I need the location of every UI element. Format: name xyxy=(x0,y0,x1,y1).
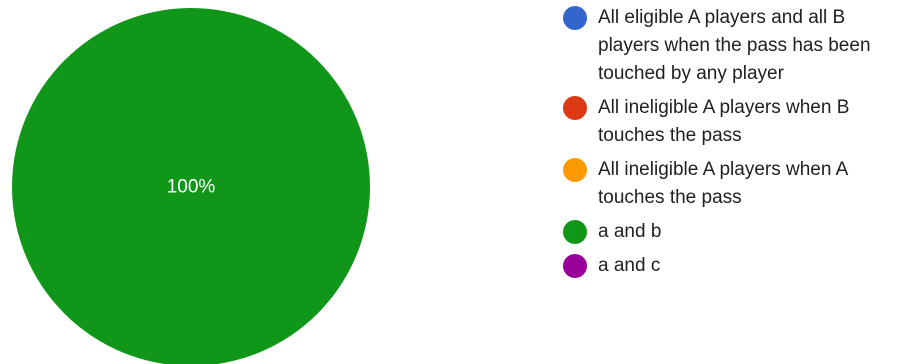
pie-plot-area: 100% xyxy=(12,8,370,364)
legend-item-1[interactable]: All ineligible A players when B touches … xyxy=(563,94,913,150)
legend-swatch-1 xyxy=(563,96,587,120)
legend-label-3: a and b xyxy=(598,221,662,242)
pie-data-labels: 100% xyxy=(167,177,216,198)
legend: All eligible A players and all B players… xyxy=(563,4,913,286)
legend-swatch-4 xyxy=(563,254,587,278)
pie-slices xyxy=(12,8,370,364)
pie-slice-3[interactable] xyxy=(12,8,370,364)
legend-item-4[interactable]: a and c xyxy=(563,252,913,280)
legend-label-2: All ineligible A players when A touches … xyxy=(598,159,848,208)
legend-label-1: All ineligible A players when B touches … xyxy=(598,97,850,146)
legend-swatch-0 xyxy=(563,6,587,30)
legend-item-2[interactable]: All ineligible A players when A touches … xyxy=(563,156,913,212)
pie-slice-label-3: 100% xyxy=(167,177,216,198)
legend-label-4: a and c xyxy=(598,255,661,276)
legend-item-3[interactable]: a and b xyxy=(563,218,913,246)
legend-swatch-3 xyxy=(563,220,587,244)
legend-item-0[interactable]: All eligible A players and all B players… xyxy=(563,4,913,88)
legend-swatch-2 xyxy=(563,158,587,182)
legend-label-0: All eligible A players and all B players… xyxy=(598,7,871,84)
